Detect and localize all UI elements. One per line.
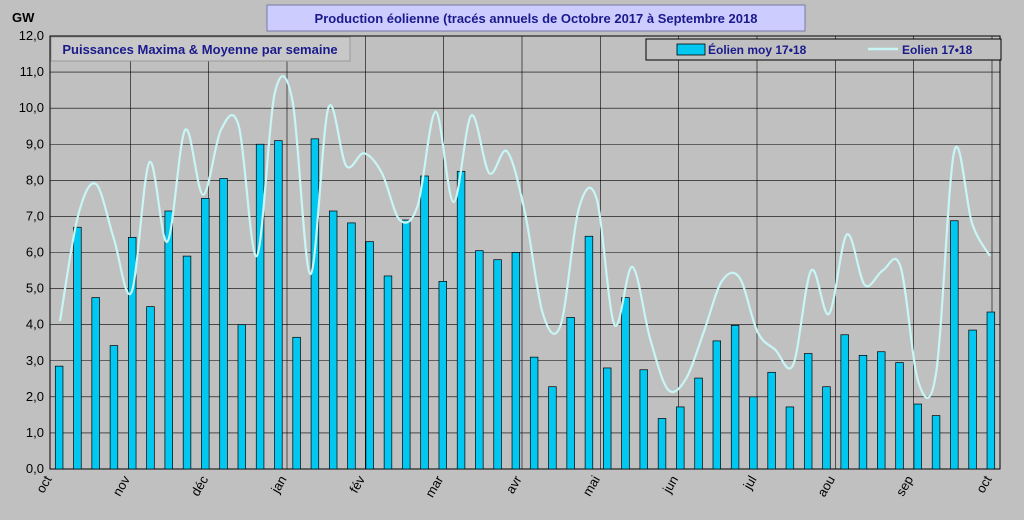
bar [219, 178, 228, 470]
bar [694, 377, 703, 470]
bar [475, 250, 484, 470]
y-tick-label: 11,0 [20, 64, 44, 79]
bar [511, 252, 521, 470]
bar [493, 259, 502, 470]
bar [566, 317, 575, 470]
bar [749, 396, 758, 470]
bar [456, 170, 466, 470]
bar [950, 220, 959, 470]
legend-bar-label: Éolien moy 17•18 [708, 42, 807, 57]
bar [840, 334, 849, 470]
bar [201, 198, 210, 470]
y-tick-label: 3,0 [26, 353, 44, 368]
bar [274, 140, 283, 470]
bar [858, 354, 868, 470]
chart-title-box [266, 4, 806, 32]
bar [895, 362, 904, 470]
bar [621, 297, 630, 470]
chart-subtitle: Puissances Maxima & Moyenne par semaine [62, 42, 337, 57]
y-tick-label: 8,0 [26, 172, 44, 187]
bar [146, 306, 155, 470]
y-tick-label: 2,0 [26, 389, 44, 404]
bar [730, 325, 740, 470]
bar [438, 281, 447, 470]
bar [164, 210, 173, 470]
chart-subtitle-box [50, 36, 351, 62]
y-tick-label: 1,0 [26, 425, 44, 440]
bar [676, 406, 685, 470]
chart-title: Production éolienne (tracés annuels de O… [315, 11, 758, 26]
legend-bar-swatch [676, 43, 706, 56]
bar [803, 353, 813, 470]
bar [785, 406, 795, 470]
bar [931, 415, 941, 470]
bar [712, 340, 722, 470]
bar [73, 226, 82, 470]
line-path [58, 75, 991, 399]
bar [365, 241, 374, 470]
bar [109, 345, 119, 470]
bar [237, 324, 247, 470]
y-axis-ticks: 0,0 1,0 2,0 3,0 4,0 5,0 6,0 7,0 8,0 9,0 10,0 11,0 12… [19, 28, 44, 476]
bar [639, 369, 648, 470]
y-axis-label: GW [12, 10, 35, 25]
bar [91, 297, 100, 470]
bar [347, 222, 356, 470]
bar [657, 418, 667, 470]
bar [584, 235, 594, 470]
bar [383, 275, 393, 470]
bar [986, 311, 996, 470]
bar-series [54, 138, 996, 470]
bar [182, 255, 192, 470]
legend [645, 38, 1002, 61]
bar [548, 386, 557, 470]
bar [767, 371, 776, 470]
bar [877, 351, 886, 470]
legend-line-label: Eolien 17•18 [902, 43, 973, 57]
y-tick-label: 6,0 [26, 245, 44, 260]
y-tick-label: 12,0 [19, 28, 44, 43]
bar [968, 329, 977, 470]
bar [128, 236, 137, 470]
bar [913, 403, 922, 470]
bar [292, 336, 301, 470]
bar [822, 386, 831, 470]
line-series [58, 75, 991, 399]
y-tick-label: 7,0 [26, 208, 44, 223]
bar [402, 219, 411, 470]
y-tick-label: 5,0 [26, 281, 44, 296]
y-tick-label: 10,0 [19, 100, 44, 115]
bar [603, 367, 612, 470]
bar [310, 138, 320, 470]
bar [328, 210, 338, 470]
y-tick-label: 0,0 [26, 461, 44, 476]
bar [54, 365, 64, 470]
bar [529, 356, 539, 470]
y-tick-label: 9,0 [26, 136, 44, 151]
y-tick-label: 4,0 [26, 317, 44, 332]
bar [420, 175, 429, 470]
bar [255, 143, 265, 470]
x-tick-label: jul [740, 473, 760, 493]
